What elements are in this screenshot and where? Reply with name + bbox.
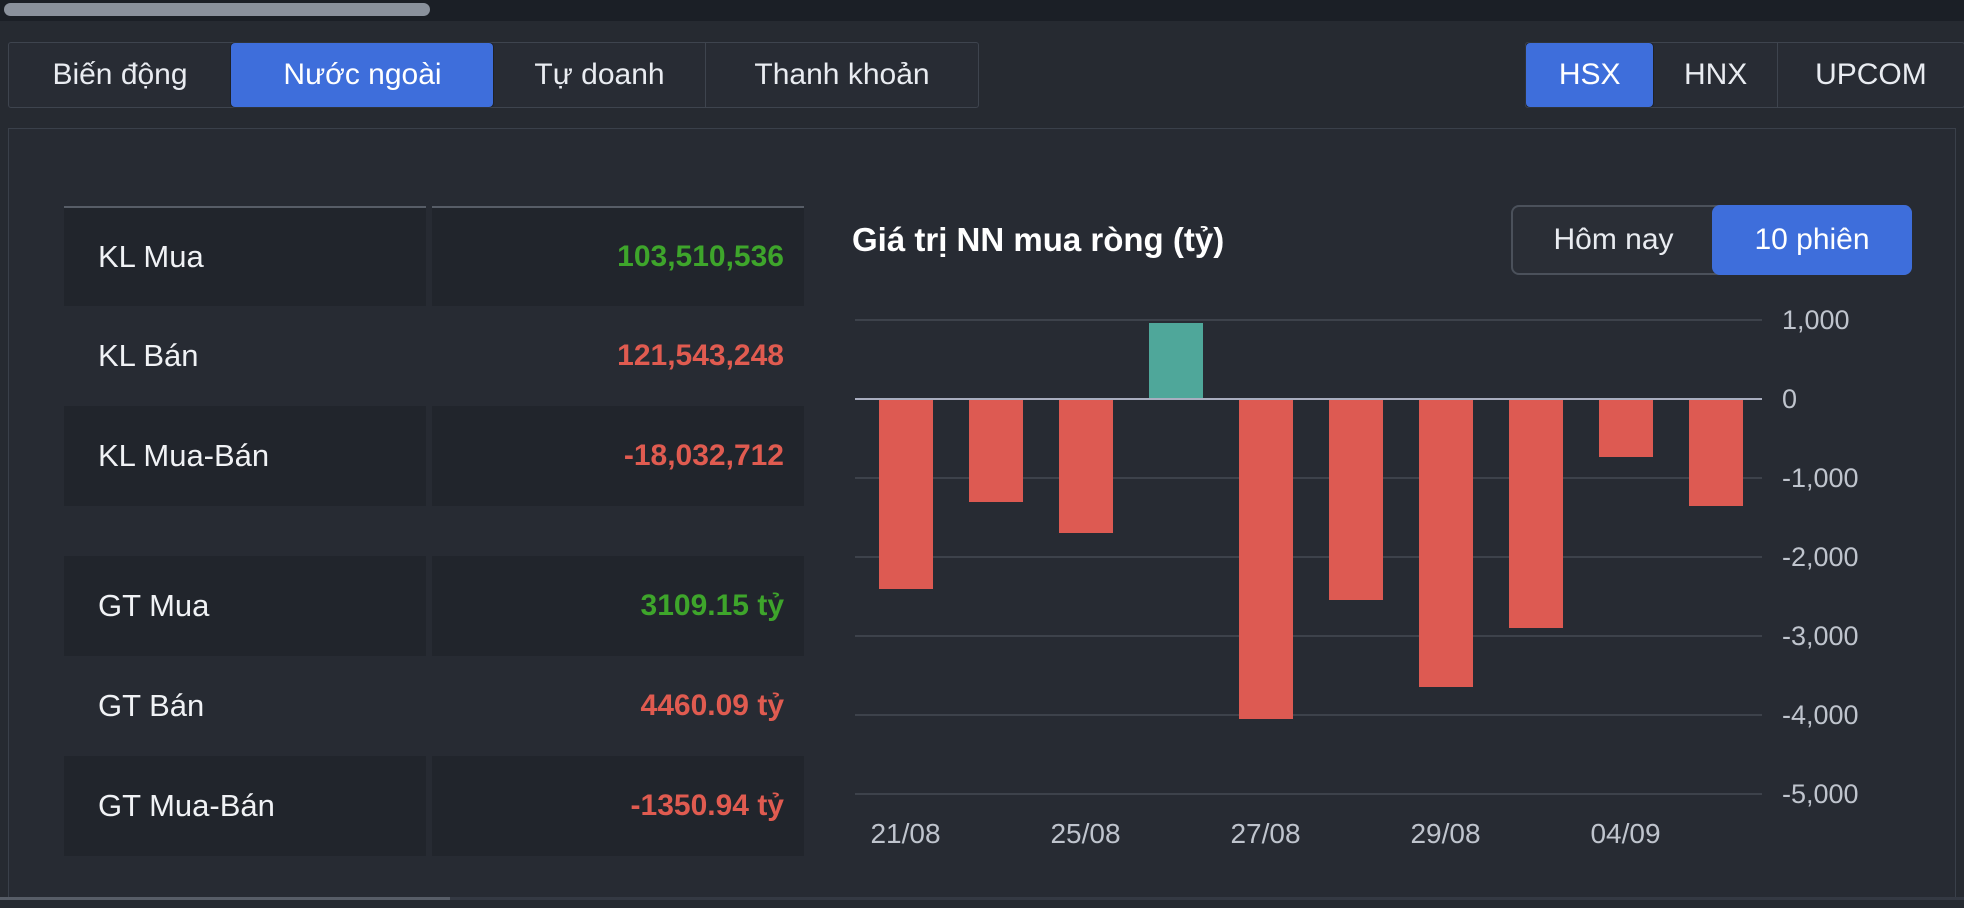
tab-bien-dong[interactable]: Biến động (52, 58, 188, 91)
tab-hnx[interactable]: HNX (1683, 58, 1748, 91)
table-row-kl-mua: KL Mua 103,510,536 (64, 206, 804, 306)
chart-bar-8 (1598, 399, 1653, 458)
chart-range-toggle: Hôm nay 10 phiên (1511, 205, 1912, 275)
exchange-tab-bar: HSX HNX UPCOM (1525, 42, 1964, 108)
row-value: 121,543,248 (617, 339, 784, 372)
table-row-kl-ban: KL Bán 121,543,248 (64, 306, 804, 406)
row-value: 103,510,536 (617, 240, 784, 273)
tab-hsx[interactable]: HSX (1526, 43, 1654, 107)
row-label: GT Mua-Bán (98, 788, 275, 823)
toggle-10-phien[interactable]: 10 phiên (1712, 205, 1912, 275)
gridline (855, 635, 1762, 637)
row-value: -1350.94 tỷ (630, 789, 784, 822)
row-label: GT Bán (98, 688, 205, 723)
chart-bar-7 (1508, 399, 1563, 629)
y-axis-tick-label: -1,000 (1782, 463, 1859, 493)
row-label: KL Bán (98, 338, 199, 373)
tab-upcom[interactable]: UPCOM (1776, 43, 1964, 107)
tab-thanh-khoan[interactable]: Thanh khoản (705, 43, 978, 107)
chart-bar-1 (968, 399, 1023, 502)
x-axis-tick-label: 04/09 (1590, 818, 1661, 849)
top-scrollbar-track[interactable] (0, 0, 1964, 21)
row-value: -18,032,712 (623, 439, 784, 472)
row-label: GT Mua (98, 588, 210, 623)
chart-bar-5 (1328, 399, 1383, 601)
y-axis-tick-label: 1,000 (1782, 305, 1850, 335)
chart-title: Giá trị NN mua ròng (tỷ) (852, 221, 1225, 258)
row-value: 3109.15 tỷ (640, 589, 784, 622)
row-label: KL Mua (98, 239, 204, 274)
zero-gridline (855, 398, 1762, 400)
table-row-gt-ban: GT Bán 4460.09 tỷ (64, 656, 804, 756)
table-row-gt-mua: GT Mua 3109.15 tỷ (64, 556, 804, 656)
gridline (855, 319, 1762, 321)
x-axis-tick-label: 25/08 (1050, 818, 1121, 849)
y-axis-tick-label: -3,000 (1782, 621, 1859, 651)
x-axis-tick-label: 21/08 (870, 818, 941, 849)
tab-nuoc-ngoai[interactable]: Nước ngoài (231, 43, 493, 107)
toggle-hom-nay[interactable]: Hôm nay (1553, 223, 1674, 256)
chart-bar-2 (1058, 399, 1113, 534)
x-axis-tick-label: 27/08 (1230, 818, 1301, 849)
chart-bar-4 (1238, 399, 1293, 719)
tab-tu-doanh[interactable]: Tự doanh (534, 58, 665, 91)
gridline (855, 793, 1762, 795)
gridline (855, 477, 1762, 479)
top-scrollbar-thumb[interactable] (4, 3, 430, 16)
y-axis-tick-label: 0 (1782, 384, 1798, 414)
gridline (855, 556, 1762, 558)
table-row-gt-mua-ban: GT Mua-Bán -1350.94 tỷ (64, 756, 804, 856)
chart-bar-9 (1688, 399, 1743, 506)
gridline (855, 714, 1762, 716)
chart-bar-6 (1418, 399, 1473, 688)
category-tab-bar: Biến động Nước ngoài Tự doanh Thanh khoả… (8, 42, 979, 108)
x-axis-tick-label: 29/08 (1410, 818, 1481, 849)
row-label: KL Mua-Bán (98, 438, 270, 473)
chart-bar-3 (1148, 322, 1203, 399)
y-axis-tick-label: -2,000 (1782, 542, 1859, 572)
bottom-scrollbar-thumb[interactable] (0, 897, 450, 900)
chart-bar-0 (878, 399, 933, 589)
table-row-kl-mua-ban: KL Mua-Bán -18,032,712 (64, 406, 804, 506)
bottom-scrollbar-track[interactable] (450, 897, 1964, 900)
y-axis-tick-label: -5,000 (1782, 779, 1859, 809)
y-axis-tick-label: -4,000 (1782, 700, 1859, 730)
row-value: 4460.09 tỷ (640, 689, 784, 722)
